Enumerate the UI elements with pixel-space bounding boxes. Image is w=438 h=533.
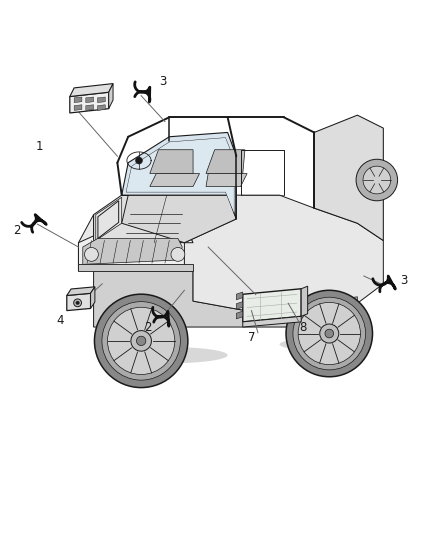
Circle shape [171,247,185,261]
Polygon shape [243,289,301,322]
Text: 4: 4 [57,314,64,327]
Polygon shape [83,238,182,264]
Text: 3: 3 [159,75,166,88]
Polygon shape [98,97,105,103]
Text: 7: 7 [247,332,255,344]
Polygon shape [98,105,105,110]
Polygon shape [314,115,383,240]
Polygon shape [67,293,91,311]
Polygon shape [78,264,193,271]
Polygon shape [236,302,243,309]
Polygon shape [67,287,95,295]
Polygon shape [74,105,82,110]
Polygon shape [206,150,245,174]
Circle shape [298,302,360,365]
Polygon shape [70,84,113,96]
Text: 1: 1 [36,140,43,153]
Ellipse shape [279,338,366,351]
Polygon shape [184,195,383,310]
Text: 8: 8 [300,321,307,334]
Circle shape [131,330,152,351]
Polygon shape [150,174,200,187]
Circle shape [363,166,391,194]
Polygon shape [301,286,307,317]
Polygon shape [70,92,109,113]
Circle shape [356,159,398,201]
Circle shape [286,290,372,377]
Polygon shape [86,105,94,110]
Polygon shape [94,195,236,243]
Polygon shape [126,138,234,214]
Polygon shape [122,195,236,243]
Text: 2: 2 [144,321,152,334]
Polygon shape [86,97,94,103]
Text: 3: 3 [400,274,408,287]
Circle shape [320,324,339,343]
Polygon shape [96,197,122,240]
Ellipse shape [106,347,228,364]
Polygon shape [94,271,314,327]
Polygon shape [78,223,193,271]
Polygon shape [109,84,113,109]
Polygon shape [91,287,95,309]
Circle shape [135,157,142,164]
Polygon shape [314,297,357,310]
Polygon shape [150,150,193,174]
Polygon shape [236,292,243,300]
Polygon shape [78,215,94,271]
Circle shape [95,294,188,387]
Polygon shape [122,132,236,219]
Circle shape [293,297,366,370]
Circle shape [102,302,180,380]
Polygon shape [236,311,243,319]
Polygon shape [243,317,301,327]
Text: 2: 2 [13,224,20,237]
Circle shape [108,307,175,375]
Circle shape [325,329,334,338]
Circle shape [137,336,146,345]
Polygon shape [206,174,247,187]
Circle shape [85,247,99,261]
Polygon shape [74,97,82,103]
Circle shape [76,301,79,304]
Circle shape [74,299,81,306]
